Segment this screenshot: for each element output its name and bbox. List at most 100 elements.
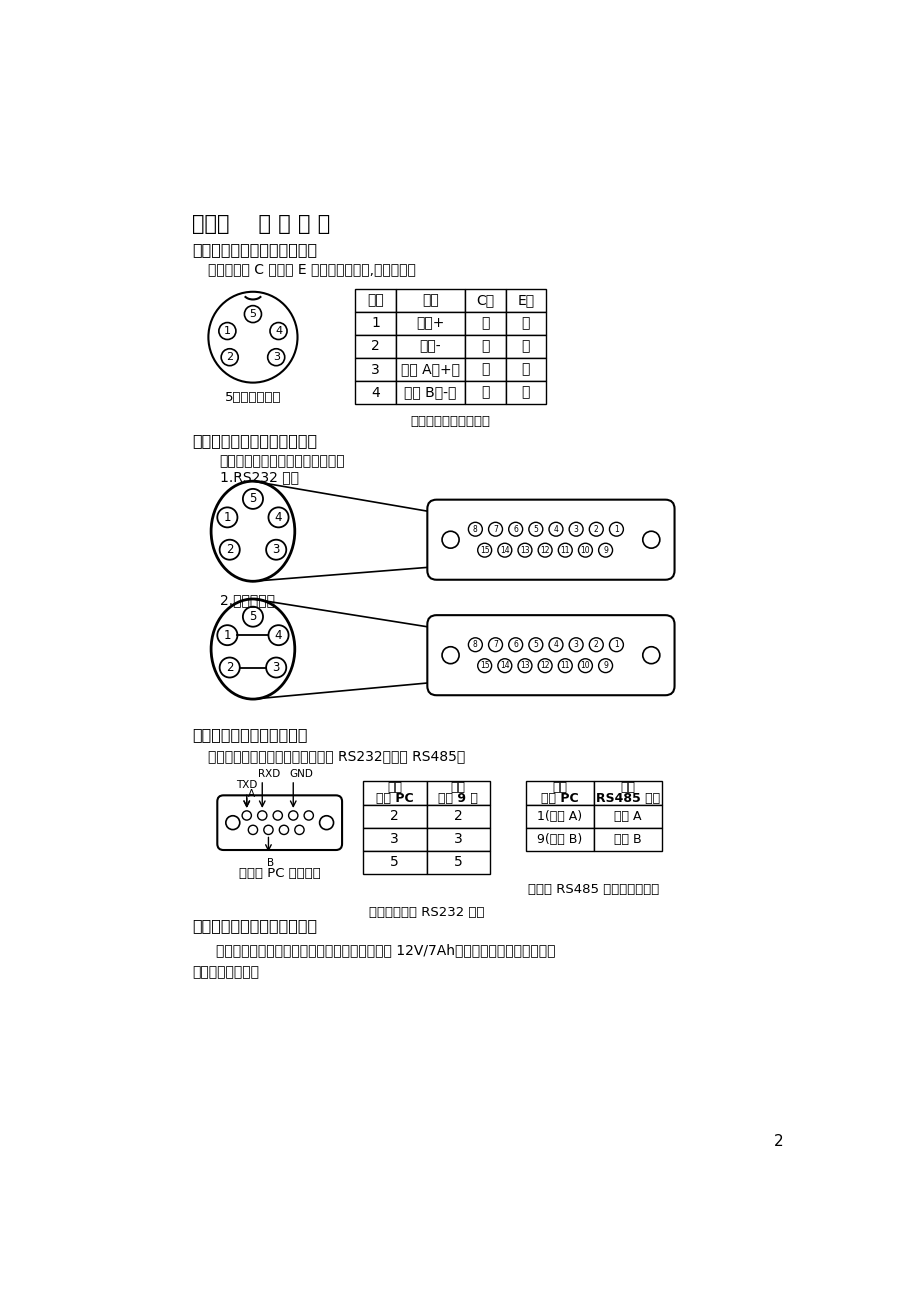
Bar (505, 381, 545, 404)
Bar (505, 289, 545, 311)
Text: RXD: RXD (258, 769, 280, 779)
Bar (465, 358, 505, 381)
Text: 6: 6 (513, 641, 517, 650)
Text: 信号 A（+）: 信号 A（+） (401, 362, 460, 376)
Bar (363, 828, 426, 850)
Text: 二、仪表与大屏幕的连接使用: 二、仪表与大屏幕的连接使用 (192, 434, 317, 448)
Text: C型: C型 (476, 293, 494, 307)
Text: 可接柯力或耀华大屏幕，接法如下: 可接柯力或耀华大屏幕，接法如下 (220, 454, 345, 469)
Text: TXD: TXD (235, 780, 257, 790)
Text: 仪表的 PC 接口定义: 仪表的 PC 接口定义 (239, 867, 320, 880)
Text: 红: 红 (521, 316, 529, 331)
Text: 4: 4 (553, 641, 558, 650)
Text: 电源+: 电源+ (415, 316, 444, 331)
Text: 11: 11 (560, 546, 570, 555)
Text: 仪表内部自带电池充电功能模块。蓄电池请使用 12V/7Ah；电池反接时，电池供电回: 仪表内部自带电池充电功能模块。蓄电池请使用 12V/7Ah；电池反接时，电池供电… (216, 943, 555, 957)
Text: 9(信号 B): 9(信号 B) (537, 833, 582, 846)
Text: 电源-: 电源- (419, 340, 441, 353)
Text: 3: 3 (272, 543, 279, 556)
Bar (395, 311, 465, 335)
Text: 信号 B: 信号 B (614, 833, 641, 846)
Text: 13: 13 (519, 546, 529, 555)
Text: 2.电流环接法: 2.电流环接法 (220, 594, 275, 608)
Bar (395, 381, 465, 404)
Bar (505, 311, 545, 335)
Text: 绿: 绿 (481, 385, 489, 400)
Bar (395, 358, 465, 381)
Text: 引脚: 引脚 (367, 293, 383, 307)
Bar (426, 850, 490, 874)
Text: 白: 白 (521, 385, 529, 400)
Text: 2: 2 (390, 809, 399, 823)
Bar (363, 850, 426, 874)
Text: 信号 B（-）: 信号 B（-） (403, 385, 456, 400)
Bar (505, 358, 545, 381)
Text: 3: 3 (272, 661, 279, 674)
Bar (465, 311, 505, 335)
Text: 11: 11 (560, 661, 570, 671)
Bar (465, 335, 505, 358)
Text: 4: 4 (275, 510, 282, 523)
Text: 4: 4 (275, 629, 282, 642)
Text: 1(信号 A): 1(信号 A) (537, 810, 582, 823)
Text: 四、仪表与蓄电池的连接使用: 四、仪表与蓄电池的连接使用 (192, 918, 317, 934)
Bar (363, 781, 426, 805)
Text: 1: 1 (370, 316, 380, 331)
Bar (594, 805, 662, 828)
Bar (594, 828, 662, 850)
Bar (525, 805, 594, 828)
Text: 5: 5 (453, 855, 462, 870)
Text: 13: 13 (519, 661, 529, 671)
Text: 2: 2 (773, 1134, 782, 1150)
Text: 仪表与 RS485 通信设备的连接: 仪表与 RS485 通信设备的连接 (528, 883, 659, 896)
Text: 1: 1 (223, 510, 231, 523)
Text: 本仪表可接 C 系列和 E 系列数字传感器,接法如下：: 本仪表可接 C 系列和 E 系列数字传感器,接法如下： (208, 263, 415, 276)
Text: 3: 3 (453, 832, 462, 846)
Text: 2: 2 (226, 661, 233, 674)
Text: 8: 8 (472, 525, 477, 534)
Text: 一、仪表与数字传感器的连接: 一、仪表与数字传感器的连接 (192, 242, 317, 258)
Text: 数字传感器接口及说明: 数字传感器接口及说明 (410, 415, 490, 428)
Text: A: A (248, 789, 255, 799)
Text: 5: 5 (249, 492, 256, 505)
Bar (505, 335, 545, 358)
Text: 白: 白 (481, 362, 489, 376)
Text: 2: 2 (226, 543, 233, 556)
Text: 14: 14 (499, 661, 509, 671)
Text: B: B (267, 858, 274, 867)
Text: 15: 15 (480, 661, 489, 671)
Text: 1: 1 (613, 525, 618, 534)
Text: 2: 2 (594, 641, 598, 650)
Text: 3: 3 (573, 641, 578, 650)
Text: 接口: 接口 (551, 781, 567, 794)
Bar (426, 781, 490, 805)
Bar (395, 335, 465, 358)
Text: 14: 14 (499, 546, 509, 555)
Bar (465, 381, 505, 404)
Bar (465, 289, 505, 311)
Text: 5: 5 (533, 641, 538, 650)
Text: 6: 6 (513, 525, 517, 534)
Bar (355, 381, 395, 404)
Bar (355, 335, 395, 358)
Text: 9: 9 (603, 546, 607, 555)
Text: 3: 3 (370, 362, 380, 376)
Text: E型: E型 (516, 293, 534, 307)
Text: 5: 5 (249, 309, 256, 319)
Bar (363, 805, 426, 828)
Text: 7: 7 (493, 641, 497, 650)
Bar (525, 828, 594, 850)
Text: 路将被自动切断。: 路将被自动切断。 (192, 965, 259, 979)
Text: 接口: 接口 (387, 781, 402, 794)
Text: 本仪表有两种串口通讯方式，一是 RS232；二是 RS485。: 本仪表有两种串口通讯方式，一是 RS232；二是 RS485。 (208, 749, 465, 763)
Text: 2: 2 (226, 353, 233, 362)
Text: GND: GND (289, 769, 312, 779)
Text: 2: 2 (594, 525, 598, 534)
Text: 5: 5 (533, 525, 538, 534)
Text: 7: 7 (493, 525, 497, 534)
Text: 5: 5 (390, 855, 399, 870)
Text: 第二章    安 装 联 接: 第二章 安 装 联 接 (192, 214, 331, 234)
Text: 10: 10 (580, 661, 590, 671)
FancyBboxPatch shape (426, 615, 674, 695)
Text: 1: 1 (223, 629, 231, 642)
